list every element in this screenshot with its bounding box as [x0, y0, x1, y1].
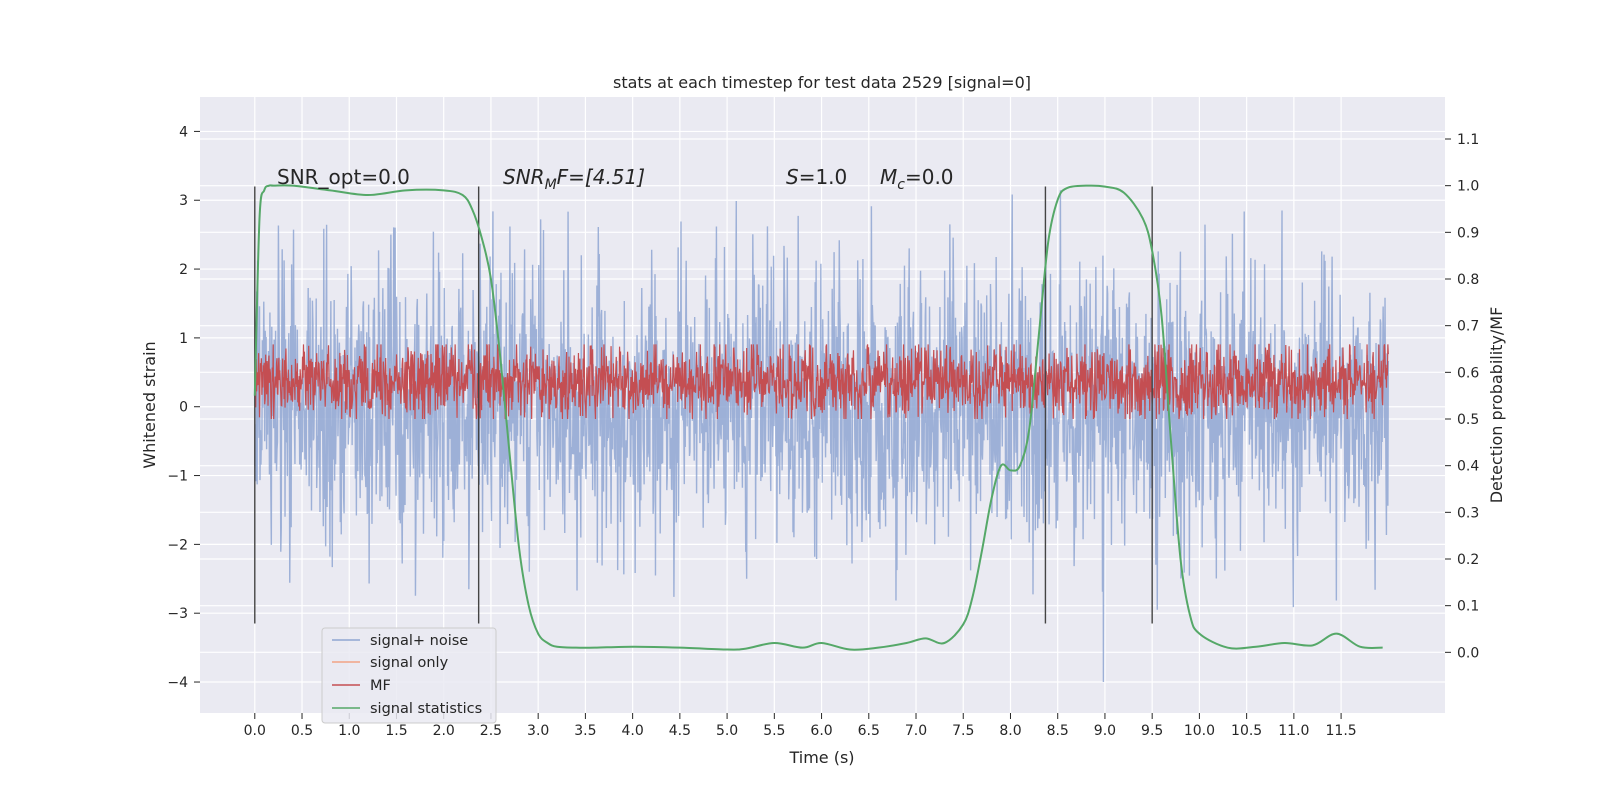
vertical-markers [254, 186, 1153, 624]
x-tick-label: 7.5 [952, 723, 974, 739]
legend-box [321, 627, 497, 724]
legend-label-signal-noise: signal+ noise [370, 633, 468, 649]
y2-tick-label: 1.0 [1457, 179, 1479, 195]
y-tick-label: 4 [179, 124, 188, 140]
annotation-mc-label: M [880, 165, 897, 189]
y2-tick-label: 1.1 [1457, 132, 1479, 148]
x-tick-label: 10.0 [1184, 723, 1215, 739]
x-tick-label: 9.0 [1094, 723, 1116, 739]
y-tick-label: −3 [167, 606, 188, 622]
y-tick-label: 0 [179, 400, 188, 416]
legend-label-signal-only: signal only [370, 655, 449, 671]
x-tick-label: 6.5 [858, 723, 880, 739]
annotation-s-label: S [786, 165, 799, 189]
x-tick-label: 5.5 [763, 723, 785, 739]
legend-label-signal-statistics: signal statistics [370, 701, 482, 717]
series-signal-statistics [253, 184, 1383, 651]
y2-axis-label: Detection probability/MF [1487, 307, 1506, 504]
y2-tick-label: 0.3 [1457, 505, 1479, 521]
x-axis-label: Time (s) [788, 748, 854, 767]
annotation-mc: Mc=0.0 [880, 165, 954, 193]
legend-label-mf: MF [370, 678, 391, 694]
y-tick-label: 3 [179, 193, 188, 209]
annotation-snr-mf: SNRMF=[4.51] [503, 165, 645, 193]
x-tick-label: 11.5 [1326, 723, 1357, 739]
annotation-s-rest: =1.0 [799, 165, 848, 189]
annotation-snr-mf-rest: F=[4.51] [557, 165, 645, 189]
annotation-mc-rest: =0.0 [905, 165, 954, 189]
x-tick-label: 4.0 [621, 723, 643, 739]
signal-statistics-line [253, 184, 1383, 651]
y2-tick-label: 0.6 [1457, 365, 1479, 381]
y-tick-label: −2 [167, 537, 188, 553]
y-tick-label: 2 [179, 262, 188, 278]
x-tick-label: 1.5 [385, 723, 407, 739]
x-tick-label: 1.0 [338, 723, 360, 739]
x-tick-label: 2.0 [433, 723, 455, 739]
y2-tick-label: 0.4 [1457, 459, 1479, 475]
annotation-snr-mf-sub: M [545, 177, 557, 193]
x-tick-label: 2.5 [480, 723, 502, 739]
annotation-mc-sub: c [897, 177, 905, 193]
y-tick-label: −1 [167, 469, 188, 485]
chart-title: stats at each timestep for test data 252… [613, 73, 1031, 92]
annotation-s: S=1.0 [786, 165, 847, 189]
x-tick-label: 9.5 [1141, 723, 1163, 739]
y2-tick-label: 0.8 [1457, 272, 1479, 288]
y2-tick-label: 0.2 [1457, 552, 1479, 568]
annotation-snr-mf-label: SNR [503, 165, 545, 189]
y-tick-label: −4 [167, 675, 188, 691]
y2-tick-label: 0.7 [1457, 319, 1479, 335]
x-tick-label: 10.5 [1231, 723, 1262, 739]
mf-line [254, 343, 1389, 420]
annotation-snr-opt: SNR_opt=0.0 [277, 165, 410, 189]
x-tick-label: 11.0 [1278, 723, 1309, 739]
x-tick-label: 5.0 [716, 723, 738, 739]
annotations: SNR_opt=0.0 SNRMF=[4.51] S=1.0 Mc=0.0 [277, 165, 954, 193]
ticks: 0.0 0.5 1.0 1.5 2.0 2.5 3.0 3.5 4.0 4.5 5.0 5.5 6.0 6… [167, 124, 1479, 739]
series-mf [254, 343, 1389, 420]
x-tick-label: 8.5 [1047, 723, 1069, 739]
y2-tick-label: 0.1 [1457, 599, 1479, 615]
y-tick-label: 1 [179, 331, 188, 347]
x-tick-label: 3.0 [527, 723, 549, 739]
x-tick-label: 7.0 [905, 723, 927, 739]
y2-tick-label: 0.5 [1457, 412, 1479, 428]
x-tick-label: 3.5 [574, 723, 596, 739]
y-axis-label: Whitened strain [140, 341, 159, 468]
x-tick-label: 0.0 [244, 723, 266, 739]
x-tick-label: 4.5 [669, 723, 691, 739]
x-tick-label: 6.0 [810, 723, 832, 739]
y2-tick-label: 0.0 [1457, 645, 1479, 661]
y2-tick-label: 0.9 [1457, 225, 1479, 241]
legend: signal+ noise signal only MF signal stat… [321, 627, 497, 724]
x-tick-label: 0.5 [291, 723, 313, 739]
x-tick-label: 8.0 [999, 723, 1021, 739]
